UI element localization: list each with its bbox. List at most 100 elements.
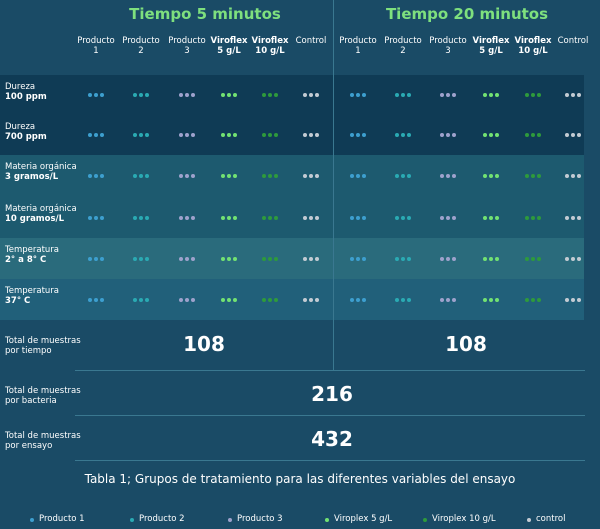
dot [315, 93, 319, 97]
column-header: Producto 3 [165, 36, 209, 56]
dot [531, 133, 535, 137]
row-name: Materia orgánica [5, 162, 77, 172]
row-label: Materia orgánica 10 gramos/L [5, 204, 77, 224]
separator [75, 415, 585, 416]
column-sub: 5 g/L [217, 46, 241, 56]
column-sub: 2 [400, 46, 406, 56]
dot [233, 133, 237, 137]
dot [221, 93, 225, 97]
dot [221, 174, 225, 178]
dot [525, 174, 529, 178]
dot [577, 133, 581, 137]
dot [303, 297, 307, 302]
row-name: Temperatura [5, 286, 60, 296]
legend-dot [30, 518, 34, 522]
column-sub: 3 [184, 46, 190, 56]
dot [145, 133, 149, 137]
dot [309, 215, 313, 220]
column-name: Producto [122, 36, 160, 46]
dot [489, 256, 493, 261]
dot [495, 215, 499, 220]
dot [362, 297, 366, 302]
dot [577, 256, 581, 261]
dot [571, 133, 575, 137]
dot [483, 174, 487, 178]
dot [350, 174, 354, 178]
dot [362, 174, 366, 178]
dot [495, 133, 499, 137]
total-name: Total de muestras [5, 431, 81, 441]
dot [145, 174, 149, 178]
dot [221, 133, 225, 137]
dot [145, 215, 149, 220]
dot [191, 256, 195, 261]
dot [100, 174, 104, 178]
dot [139, 133, 143, 137]
column-header: Viroflex 5 g/L [469, 36, 513, 56]
dot [362, 133, 366, 137]
column-sub: 10 g/L [255, 46, 285, 56]
dot [233, 93, 237, 97]
dot [356, 93, 360, 97]
dot [395, 297, 399, 302]
dot [88, 256, 92, 261]
legend-label: control [536, 514, 566, 524]
legend-dot [325, 518, 329, 522]
dot [88, 133, 92, 137]
dot [133, 174, 137, 178]
dot [350, 256, 354, 261]
dot [145, 256, 149, 261]
column-name: Viroflex [514, 36, 552, 46]
dot [227, 174, 231, 178]
legend-label: Producto 1 [39, 514, 85, 524]
dot [233, 174, 237, 178]
dot [489, 215, 493, 220]
dot [395, 93, 399, 97]
dot [94, 215, 98, 220]
column-sub: 1 [355, 46, 361, 56]
row-detail: 2° a 8° C [5, 255, 47, 265]
dot [440, 215, 444, 220]
dot [446, 93, 450, 97]
dot [531, 215, 535, 220]
dot [315, 133, 319, 137]
row-name: Dureza [5, 122, 36, 132]
dot [191, 133, 195, 137]
dot [233, 256, 237, 261]
dot [303, 174, 307, 178]
dot [446, 297, 450, 302]
dot [577, 215, 581, 220]
dot [577, 174, 581, 178]
column-sub: 5 g/L [479, 46, 503, 56]
dot [262, 215, 266, 220]
row-name: Materia orgánica [5, 204, 77, 214]
dot [233, 215, 237, 220]
dot [309, 174, 313, 178]
dot [303, 133, 307, 137]
dot [185, 256, 189, 261]
dot [303, 215, 307, 220]
dot [268, 297, 272, 302]
dot [315, 297, 319, 302]
dot [565, 174, 569, 178]
dot [571, 93, 575, 97]
group-title: Tiempo 20 minutos [385, 5, 549, 23]
column-name: Viroflex [472, 36, 510, 46]
dot [227, 297, 231, 302]
dot [350, 215, 354, 220]
row-detail: 37° C [5, 296, 31, 306]
dot [537, 297, 541, 302]
legend-label: Viroplex 5 g/L [334, 514, 393, 524]
dot [274, 93, 278, 97]
row-label: Temperatura 2° a 8° C [5, 245, 59, 265]
dot [309, 297, 313, 302]
dot [179, 297, 183, 302]
dot [309, 93, 313, 97]
dot [94, 174, 98, 178]
dot [88, 93, 92, 97]
dot [221, 215, 225, 220]
dot [88, 174, 92, 178]
dot [571, 215, 575, 220]
group-title: Tiempo 5 minutos [129, 5, 281, 23]
dot [315, 174, 319, 178]
